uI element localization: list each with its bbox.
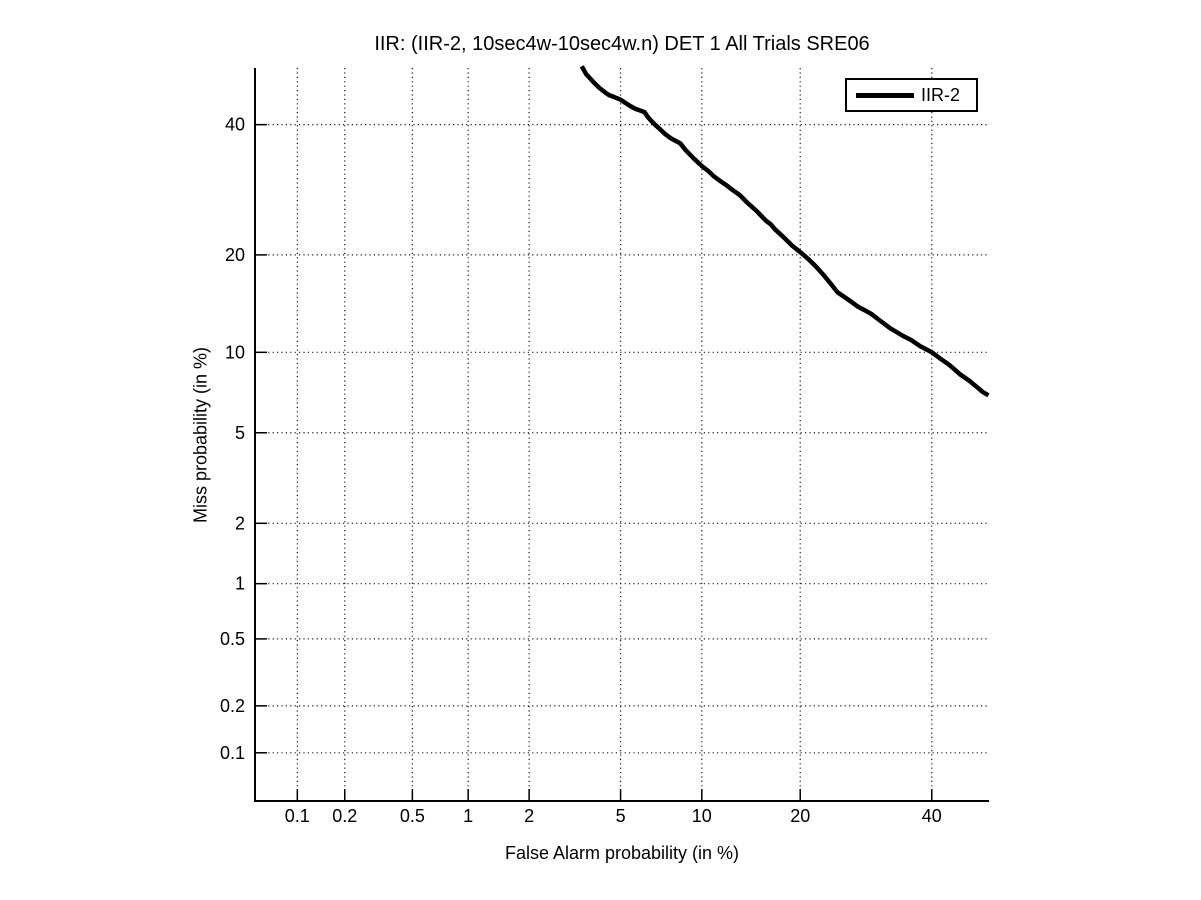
x-tick-label: 0.5: [400, 806, 425, 826]
chart-title: IIR: (IIR-2, 10sec4w-10sec4w.n) DET 1 Al…: [374, 33, 870, 55]
y-tick-label: 0.1: [220, 743, 245, 763]
x-tick-label: 2: [524, 806, 534, 826]
x-tick-label: 0.2: [332, 806, 357, 826]
y-tick-label: 0.5: [220, 629, 245, 649]
y-tick-label: 0.2: [220, 696, 245, 716]
axis-spines: [254, 68, 989, 802]
x-tick-label: 5: [616, 806, 626, 826]
x-tick-label: 1: [463, 806, 473, 826]
y-axis-label: Miss probability (in %): [190, 346, 211, 524]
y-tick-label: 5: [235, 423, 245, 443]
y-tick-label: 10: [225, 342, 245, 362]
y-tick-label: 2: [235, 513, 245, 533]
legend-entry-label: IIR-2: [921, 84, 961, 105]
y-tick-label: 40: [225, 115, 245, 135]
legend: IIR-2: [845, 78, 978, 112]
legend-line-sample: [856, 92, 914, 98]
det-curve: [579, 65, 990, 398]
x-axis-label: False Alarm probability (in %): [504, 843, 740, 863]
x-tick-label: 20: [790, 806, 810, 826]
x-tick-label: 40: [922, 806, 942, 826]
x-tick-label: 10: [692, 806, 712, 826]
x-tick-label: 0.1: [285, 806, 310, 826]
y-tick-label: 1: [235, 574, 245, 594]
y-tick-label: 20: [225, 245, 245, 265]
